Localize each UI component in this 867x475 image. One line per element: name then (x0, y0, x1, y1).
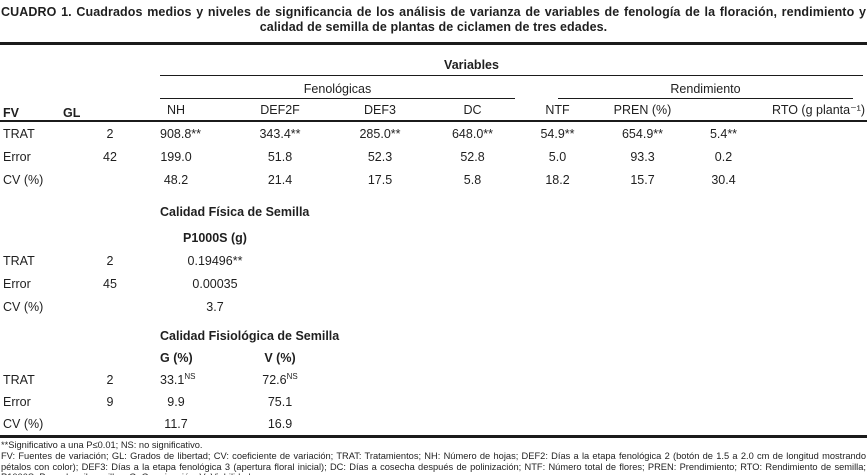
footnote-abbreviations: FV: Fuentes de variación; GL: Grados de … (1, 451, 866, 475)
cell-v: 16.9 (267, 417, 293, 431)
header-variables-cell: Variables (160, 44, 867, 76)
cell-def2f: 343.4** (259, 126, 301, 141)
table-row-s2-cv: CV (%) 3.7 (0, 295, 867, 318)
cell-gl: 2 (106, 126, 114, 141)
cell-v: 72.6NS (262, 371, 298, 387)
cell-dc: 52.8 (460, 149, 485, 164)
cell-def3: 285.0** (359, 126, 401, 141)
header-ntf: NTF (515, 99, 600, 122)
table-header: FV GL Variables Fenológicas Rendimiento … (0, 43, 867, 122)
header-rendimiento-cell: Rendimiento (515, 76, 867, 99)
header-def3: DEF3 (330, 99, 430, 122)
cell-fv: Error (3, 149, 31, 164)
caption-label: CUADRO 1. (1, 5, 72, 19)
cell-gl (60, 168, 160, 191)
cell-gl (60, 413, 160, 437)
cell-dc: 648.0** (451, 126, 493, 141)
table-row-s2-trat: TRAT 2 0.19496** (0, 249, 867, 272)
cell-gl: 9 (106, 395, 114, 409)
cell-g: 11.7 (164, 417, 188, 431)
cell-fv: CV (%) (3, 299, 44, 314)
cell-p1000s: 0.00035 (192, 276, 238, 291)
cell-rto: 0.2 (714, 149, 733, 164)
cell-rto: 30.4 (711, 172, 736, 187)
cell-def3: 17.5 (367, 172, 393, 187)
header-row-columns: NH DEF2F DEF3 DC NTF PREN (%) RTO (g pla… (0, 99, 867, 122)
table-row-s1-error: Error 42 199.0 51.8 52.3 52.8 5.0 93.3 0… (0, 145, 867, 168)
cell-v: 75.1 (267, 395, 293, 409)
cell-fv: TRAT (3, 126, 35, 141)
cell-nh: 48.2 (163, 172, 189, 187)
cell-nh: 199.0 (160, 149, 192, 164)
caption-text: Cuadrados medios y niveles de significan… (76, 5, 867, 34)
cell-ntf: 54.9** (540, 126, 575, 141)
cell-rto: 5.4** (709, 126, 738, 141)
section-title-row-fisiologica: Calidad Fisiológica de Semilla (0, 318, 867, 347)
cell-fv: Error (3, 395, 31, 409)
cell-fv: Error (3, 276, 31, 291)
table-row-s3-cv: CV (%) 11.7 16.9 (0, 413, 867, 437)
table-row-s3-trat: TRAT 2 33.1NS 72.6NS (0, 369, 867, 391)
header-dc: DC (430, 99, 515, 122)
header-variables: Variables (160, 52, 863, 76)
cell-gl: 2 (106, 373, 114, 387)
cell-nh: 908.8** (160, 126, 202, 141)
header-gl: GL (60, 43, 160, 122)
document-page: CUADRO 1. Cuadrados medios y niveles de … (0, 5, 867, 475)
header-row-variables: FV GL Variables (0, 43, 867, 122)
header-p1000s: P1000S (g) (183, 230, 247, 245)
cell-def2f: 21.4 (267, 172, 293, 187)
cell-fv: CV (%) (3, 172, 44, 187)
header-fenologicas-cell: Fenológicas (160, 76, 515, 99)
footnote-significance: **Significativo a una P≤0.01; NS: no sig… (1, 440, 203, 450)
section-title-calidad-fisiologica: Calidad Fisiológica de Semilla (160, 329, 340, 343)
header-pren: PREN (%) (600, 99, 685, 122)
header-g: G (%) (160, 351, 193, 365)
header-fenologicas: Fenológicas (160, 79, 515, 99)
cell-def3: 52.3 (367, 149, 393, 164)
table-row-s2-error: Error 45 0.00035 (0, 272, 867, 295)
cell-p1000s: 3.7 (206, 299, 224, 314)
ns-superscript: NS (286, 371, 298, 381)
cell-fv: CV (%) (3, 417, 44, 431)
cell-pren: 15.7 (630, 172, 655, 187)
cell-dc: 5.8 (463, 172, 482, 187)
header-rendimiento: Rendimiento (558, 79, 853, 99)
section-title-calidad-fisica: Calidad Física de Semilla (160, 205, 310, 219)
cell-p1000s: 0.19496** (187, 253, 243, 268)
cell-fv: TRAT (3, 253, 35, 268)
cell-pren: 654.9** (621, 126, 663, 141)
table-caption: CUADRO 1. Cuadrados medios y niveles de … (1, 5, 866, 35)
ns-superscript: NS (184, 371, 196, 381)
cell-ntf: 5.0 (548, 149, 567, 164)
header-nh: NH (160, 99, 230, 122)
cell-g: 9.9 (167, 395, 185, 409)
table-row-s3-error: Error 9 9.9 75.1 (0, 391, 867, 413)
cell-gl: 2 (106, 253, 114, 268)
footnotes: **Significativo a una P≤0.01; NS: no sig… (1, 440, 866, 475)
header-rto: RTO (g planta⁻¹) (685, 99, 867, 122)
cell-gl: 42 (103, 149, 117, 164)
header-v: V (%) (264, 351, 296, 365)
section-title-row-fisica: Calidad Física de Semilla (0, 191, 867, 226)
anova-table: FV GL Variables Fenológicas Rendimiento … (0, 42, 867, 438)
header-def2f: DEF2F (230, 99, 330, 122)
cell-gl (60, 295, 160, 318)
cell-gl: 45 (103, 276, 117, 291)
table-row-s1-cv: CV (%) 48.2 21.4 17.5 5.8 18.2 15.7 30.4 (0, 168, 867, 191)
cell-def2f: 51.8 (267, 149, 293, 164)
cell-fv: TRAT (3, 373, 35, 387)
cell-ntf: 18.2 (545, 172, 570, 187)
section-header-row-fisiologica: G (%) V (%) (0, 347, 867, 369)
section-header-row-fisica: P1000S (g) (0, 226, 867, 249)
table-row-s1-trat: TRAT 2 908.8** 343.4** 285.0** 648.0** 5… (0, 121, 867, 145)
header-row-groups: Fenológicas Rendimiento (0, 76, 867, 99)
header-fv: FV (0, 43, 60, 122)
cell-g: 33.1NS (160, 371, 196, 387)
cell-pren: 93.3 (630, 149, 655, 164)
